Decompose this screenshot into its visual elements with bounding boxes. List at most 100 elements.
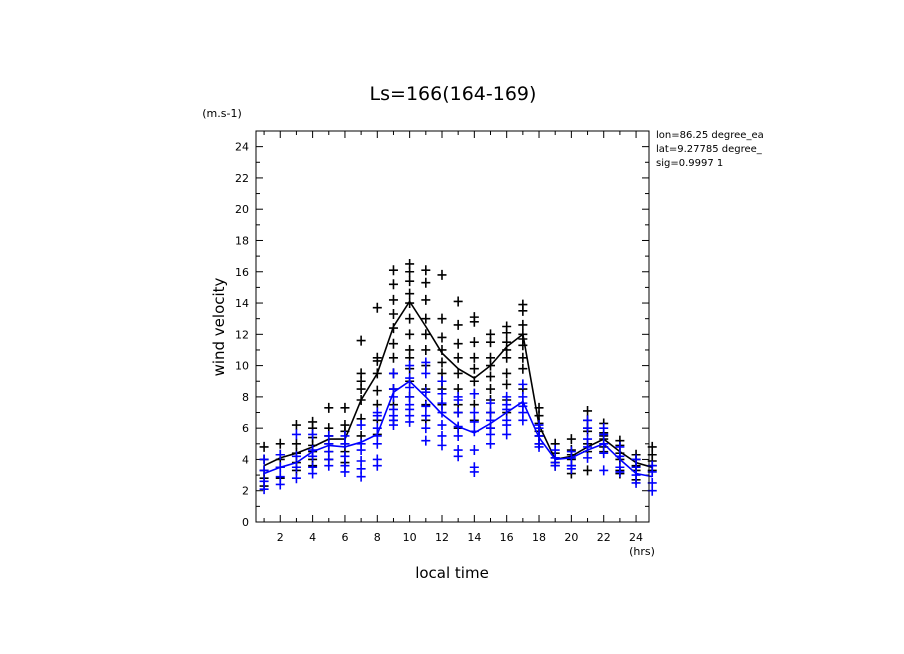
- data-point: [421, 313, 431, 324]
- data-point: [502, 327, 512, 338]
- data-point: [583, 452, 593, 463]
- data-point: [372, 460, 382, 471]
- y-tick-label: 18: [235, 234, 249, 247]
- series-blue: [259, 357, 657, 496]
- data-point: [469, 352, 479, 363]
- data-point: [599, 438, 609, 449]
- data-point: [405, 298, 415, 309]
- data-point: [421, 344, 431, 355]
- data-point: [372, 302, 382, 313]
- data-point: [437, 398, 447, 409]
- data-point: [388, 391, 398, 402]
- data-point: [275, 479, 285, 490]
- x-tick-label: 20: [564, 531, 578, 544]
- data-point: [469, 445, 479, 456]
- data-point: [518, 305, 528, 316]
- data-point: [324, 402, 334, 413]
- data-point: [388, 279, 398, 290]
- data-point: [518, 352, 528, 363]
- data-point: [259, 465, 269, 476]
- data-point: [405, 382, 415, 393]
- data-point: [469, 407, 479, 418]
- data-point: [453, 407, 463, 418]
- data-point: [550, 460, 560, 471]
- data-point: [356, 445, 366, 456]
- data-point: [356, 471, 366, 482]
- data-point: [372, 355, 382, 366]
- x-unit-label: (hrs): [629, 545, 655, 558]
- info-line-lat: lat=9.27785 degree_: [656, 144, 763, 155]
- data-point: [615, 451, 625, 462]
- data-point: [388, 352, 398, 363]
- x-tick-label: 8: [374, 531, 381, 544]
- y-tick-label: 10: [235, 360, 249, 373]
- data-point: [421, 329, 431, 340]
- data-point: [372, 385, 382, 396]
- x-tick-label: 2: [277, 531, 284, 544]
- data-point: [502, 368, 512, 379]
- data-point: [372, 438, 382, 449]
- data-point: [453, 421, 463, 432]
- data-point: [469, 426, 479, 437]
- data-point: [437, 440, 447, 451]
- y-tick-label: 8: [242, 391, 249, 404]
- data-point: [469, 466, 479, 477]
- data-point: [421, 368, 431, 379]
- y-tick-label: 6: [242, 422, 249, 435]
- data-point: [275, 462, 285, 473]
- data-point: [275, 449, 285, 460]
- data-point: [518, 415, 528, 426]
- x-tick-label: 6: [341, 531, 348, 544]
- data-point: [405, 360, 415, 371]
- x-tick-label: 22: [597, 531, 611, 544]
- data-point: [421, 435, 431, 446]
- data-point: [599, 448, 609, 459]
- data-point: [388, 265, 398, 276]
- data-point: [469, 376, 479, 387]
- data-point: [518, 379, 528, 390]
- data-point: [453, 451, 463, 462]
- data-point: [502, 404, 512, 415]
- data-point: [437, 269, 447, 280]
- data-point: [583, 405, 593, 416]
- data-point: [388, 420, 398, 431]
- data-point: [291, 438, 301, 449]
- y-tick-label: 16: [235, 266, 249, 279]
- data-point: [518, 319, 528, 330]
- x-tick-label: 18: [532, 531, 546, 544]
- data-point: [388, 338, 398, 349]
- data-point: [308, 429, 318, 440]
- data-point: [437, 332, 447, 343]
- data-point: [631, 477, 641, 488]
- data-point: [372, 410, 382, 421]
- data-point: [405, 276, 415, 287]
- data-point: [421, 423, 431, 434]
- info-line-sig: sig=0.9997 1: [656, 158, 723, 169]
- data-point: [437, 313, 447, 324]
- data-point: [405, 416, 415, 427]
- y-tick-label: 0: [242, 516, 249, 529]
- data-point: [259, 441, 269, 452]
- data-point: [388, 323, 398, 334]
- data-point: [388, 294, 398, 305]
- data-point: [583, 465, 593, 476]
- y-tick-label: 22: [235, 172, 249, 185]
- data-point: [421, 401, 431, 412]
- data-point: [453, 368, 463, 379]
- data-point: [291, 462, 301, 473]
- data-point: [405, 266, 415, 277]
- data-point: [615, 466, 625, 477]
- data-point: [453, 395, 463, 406]
- data-point: [405, 288, 415, 299]
- y-axis-label: wind velocity: [210, 277, 228, 376]
- data-point: [599, 429, 609, 440]
- data-point: [405, 373, 415, 384]
- data-point: [421, 410, 431, 421]
- data-point: [566, 463, 576, 474]
- data-point: [340, 466, 350, 477]
- data-point: [615, 441, 625, 452]
- data-point: [437, 357, 447, 368]
- data-point: [405, 329, 415, 340]
- data-point: [291, 451, 301, 462]
